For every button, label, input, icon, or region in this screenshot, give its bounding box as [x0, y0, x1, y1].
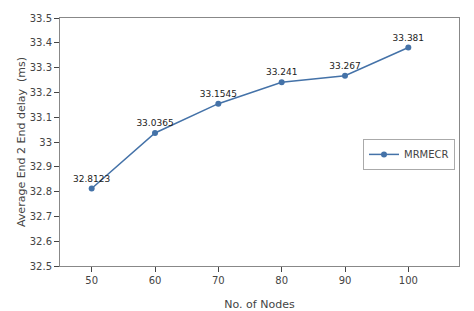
- svg-text:33: 33: [39, 137, 52, 148]
- svg-text:33.5: 33.5: [30, 13, 52, 24]
- svg-text:100: 100: [399, 275, 418, 286]
- svg-text:50: 50: [85, 275, 98, 286]
- svg-text:33.2: 33.2: [30, 87, 52, 98]
- svg-text:32.7: 32.7: [30, 211, 52, 222]
- svg-text:32.8: 32.8: [30, 186, 52, 197]
- svg-text:32.6: 32.6: [30, 236, 52, 247]
- svg-text:32.8123: 32.8123: [73, 174, 110, 184]
- svg-text:33.1545: 33.1545: [200, 89, 237, 99]
- svg-text:80: 80: [275, 275, 288, 286]
- svg-text:33.0365: 33.0365: [136, 118, 173, 128]
- svg-text:60: 60: [149, 275, 162, 286]
- svg-text:32.9: 32.9: [30, 161, 52, 172]
- svg-text:33.4: 33.4: [30, 37, 52, 48]
- svg-text:90: 90: [339, 275, 352, 286]
- svg-text:Average End 2 End delay (ms): Average End 2 End delay (ms): [15, 57, 28, 227]
- svg-text:33.241: 33.241: [266, 67, 298, 77]
- svg-text:70: 70: [212, 275, 225, 286]
- svg-text:33.267: 33.267: [329, 61, 361, 71]
- svg-text:33.3: 33.3: [30, 62, 52, 73]
- svg-text:MRMECR: MRMECR: [404, 149, 449, 160]
- svg-text:33.1: 33.1: [30, 112, 52, 123]
- svg-text:33.381: 33.381: [393, 33, 425, 43]
- svg-text:No. of Nodes: No. of Nodes: [224, 298, 295, 311]
- svg-text:32.5: 32.5: [30, 261, 52, 272]
